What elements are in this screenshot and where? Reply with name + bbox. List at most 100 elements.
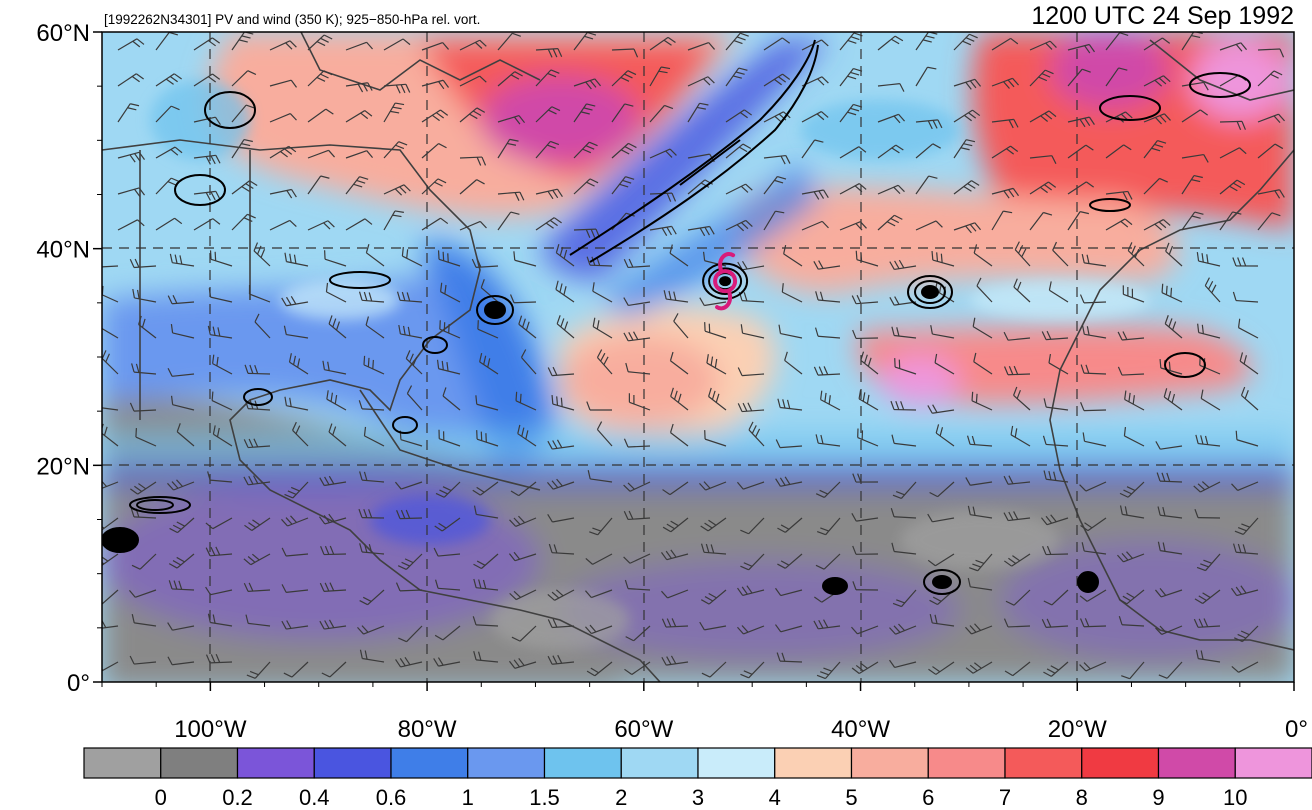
wind-barb-staff: [102, 517, 119, 531]
wind-barb-flag: [551, 480, 559, 489]
wind-barb-flag: [669, 148, 677, 156]
wind-barb-flag: [102, 556, 109, 562]
wind-barb-flag: [438, 522, 447, 529]
wind-barb-staff: [856, 259, 879, 267]
wind-barb-staff: [231, 213, 248, 231]
wind-barb-staff: [1198, 260, 1221, 267]
wind-barb-flag: [735, 71, 745, 75]
wind-barb-staff: [231, 104, 247, 123]
wind-barb-flag: [1124, 218, 1133, 226]
wind-barb-flag: [1191, 34, 1201, 39]
wind-barb-staff: [670, 360, 689, 375]
wind-barb-flag: [1168, 245, 1174, 255]
wind-barb-flag: [364, 218, 373, 225]
wind-barb-staff: [134, 297, 157, 303]
wind-barb-flag: [1158, 77, 1167, 85]
tropical-storm-symbol: [702, 252, 749, 311]
wind-barb-flag: [1003, 475, 1009, 485]
wind-barb-flag: [476, 560, 486, 566]
wind-barb-flag: [252, 519, 261, 526]
wind-barb-staff: [1029, 212, 1044, 231]
vorticity-contours: [102, 39, 1251, 595]
wind-barb-flag: [525, 321, 530, 331]
wind-barb-staff: [324, 517, 347, 525]
wind-barb-staff: [1204, 285, 1221, 303]
wind-barb-staff: [1143, 37, 1163, 51]
wind-barb-staff: [1198, 658, 1221, 663]
wind-barb-flag: [1165, 242, 1170, 252]
wind-barb-flag: [552, 48, 558, 58]
wind-barb-flag: [774, 179, 784, 184]
wind-barb-staff: [399, 517, 423, 520]
wind-barb-staff: [138, 324, 157, 339]
wind-barb-staff: [780, 406, 803, 411]
colorbar-swatch: [543, 747, 622, 779]
wind-barb-flag: [520, 349, 527, 358]
wind-barb-flag: [167, 482, 174, 491]
wind-barb-staff: [1084, 440, 1107, 447]
wind-barb-flag: [329, 545, 335, 555]
wind-barb-flag: [211, 391, 214, 401]
wind-barb-staff: [839, 146, 860, 159]
wind-barb-staff: [172, 661, 195, 666]
wind-barb-flag: [899, 83, 905, 92]
wind-barb-flag: [325, 282, 329, 292]
wind-barb-flag: [401, 561, 411, 567]
wind-barb-staff: [476, 265, 499, 268]
wind-barb-flag: [775, 439, 781, 448]
wind-barb-flag: [131, 613, 135, 624]
wind-barb-staff: [1219, 211, 1234, 231]
wind-barb-flag: [256, 245, 262, 255]
wind-barb-flag: [777, 563, 786, 569]
wind-barb-flag: [858, 389, 862, 399]
wind-barb-flag: [1203, 618, 1209, 627]
wind-barb-staff: [250, 553, 271, 566]
wind-barb-staff: [383, 210, 396, 231]
wind-barb-flag: [620, 76, 630, 82]
wind-barb-flag: [246, 674, 256, 679]
wind-barb-flag: [1044, 69, 1054, 75]
wind-barb-flag: [925, 35, 935, 39]
storm-symbol-tail-bottom: [715, 289, 732, 311]
wind-barb-flag: [1012, 555, 1021, 562]
wind-barb-staff: [193, 116, 216, 123]
wind-barb-staff: [666, 553, 689, 561]
wind-barb-flag: [696, 106, 706, 110]
wind-barb-flag: [580, 111, 590, 115]
wind-barb-flag: [1198, 618, 1204, 628]
wind-barb-flag: [92, 621, 96, 629]
wind-barb-staff: [877, 83, 900, 87]
wind-barb-flag: [633, 331, 639, 340]
wind-barb-flag: [285, 42, 293, 50]
wind-barb-flag: [1048, 110, 1057, 118]
wind-barb-flag: [781, 283, 784, 293]
wind-barb-staff: [801, 111, 822, 123]
wind-barb-flag: [509, 294, 515, 303]
wind-barb-staff: [856, 517, 879, 522]
wind-barb-flag: [406, 385, 413, 394]
wind-barb-flag: [821, 39, 829, 47]
wind-barb-flag: [487, 358, 491, 368]
wind-barb-flag: [1121, 675, 1130, 680]
wind-barb-staff: [476, 659, 499, 663]
wind-barb-staff: [818, 625, 841, 630]
wind-barb-flag: [1159, 115, 1167, 123]
wind-barb-flag: [819, 291, 824, 301]
wind-barb-flag: [323, 222, 331, 230]
wind-barb-flag: [547, 367, 553, 376]
wind-barb-flag: [320, 73, 329, 79]
wind-barb-flag: [1084, 117, 1091, 127]
wind-barb-flag: [743, 292, 748, 302]
wind-barb-flag: [1085, 181, 1094, 188]
wind-barb-staff: [383, 102, 396, 123]
wind-barb-staff: [1105, 190, 1128, 195]
wind-barb-staff: [514, 661, 537, 669]
wind-barb-flag: [815, 434, 819, 444]
wind-barb-flag: [284, 252, 288, 262]
wind-barb-flag: [1197, 483, 1206, 491]
wind-barb-staff: [763, 154, 786, 159]
colorbar-level-label: 10: [1223, 785, 1247, 810]
wind-barb-flag: [585, 558, 593, 565]
wind-barb-flag: [1134, 248, 1140, 258]
wind-barb-staff: [253, 250, 271, 267]
